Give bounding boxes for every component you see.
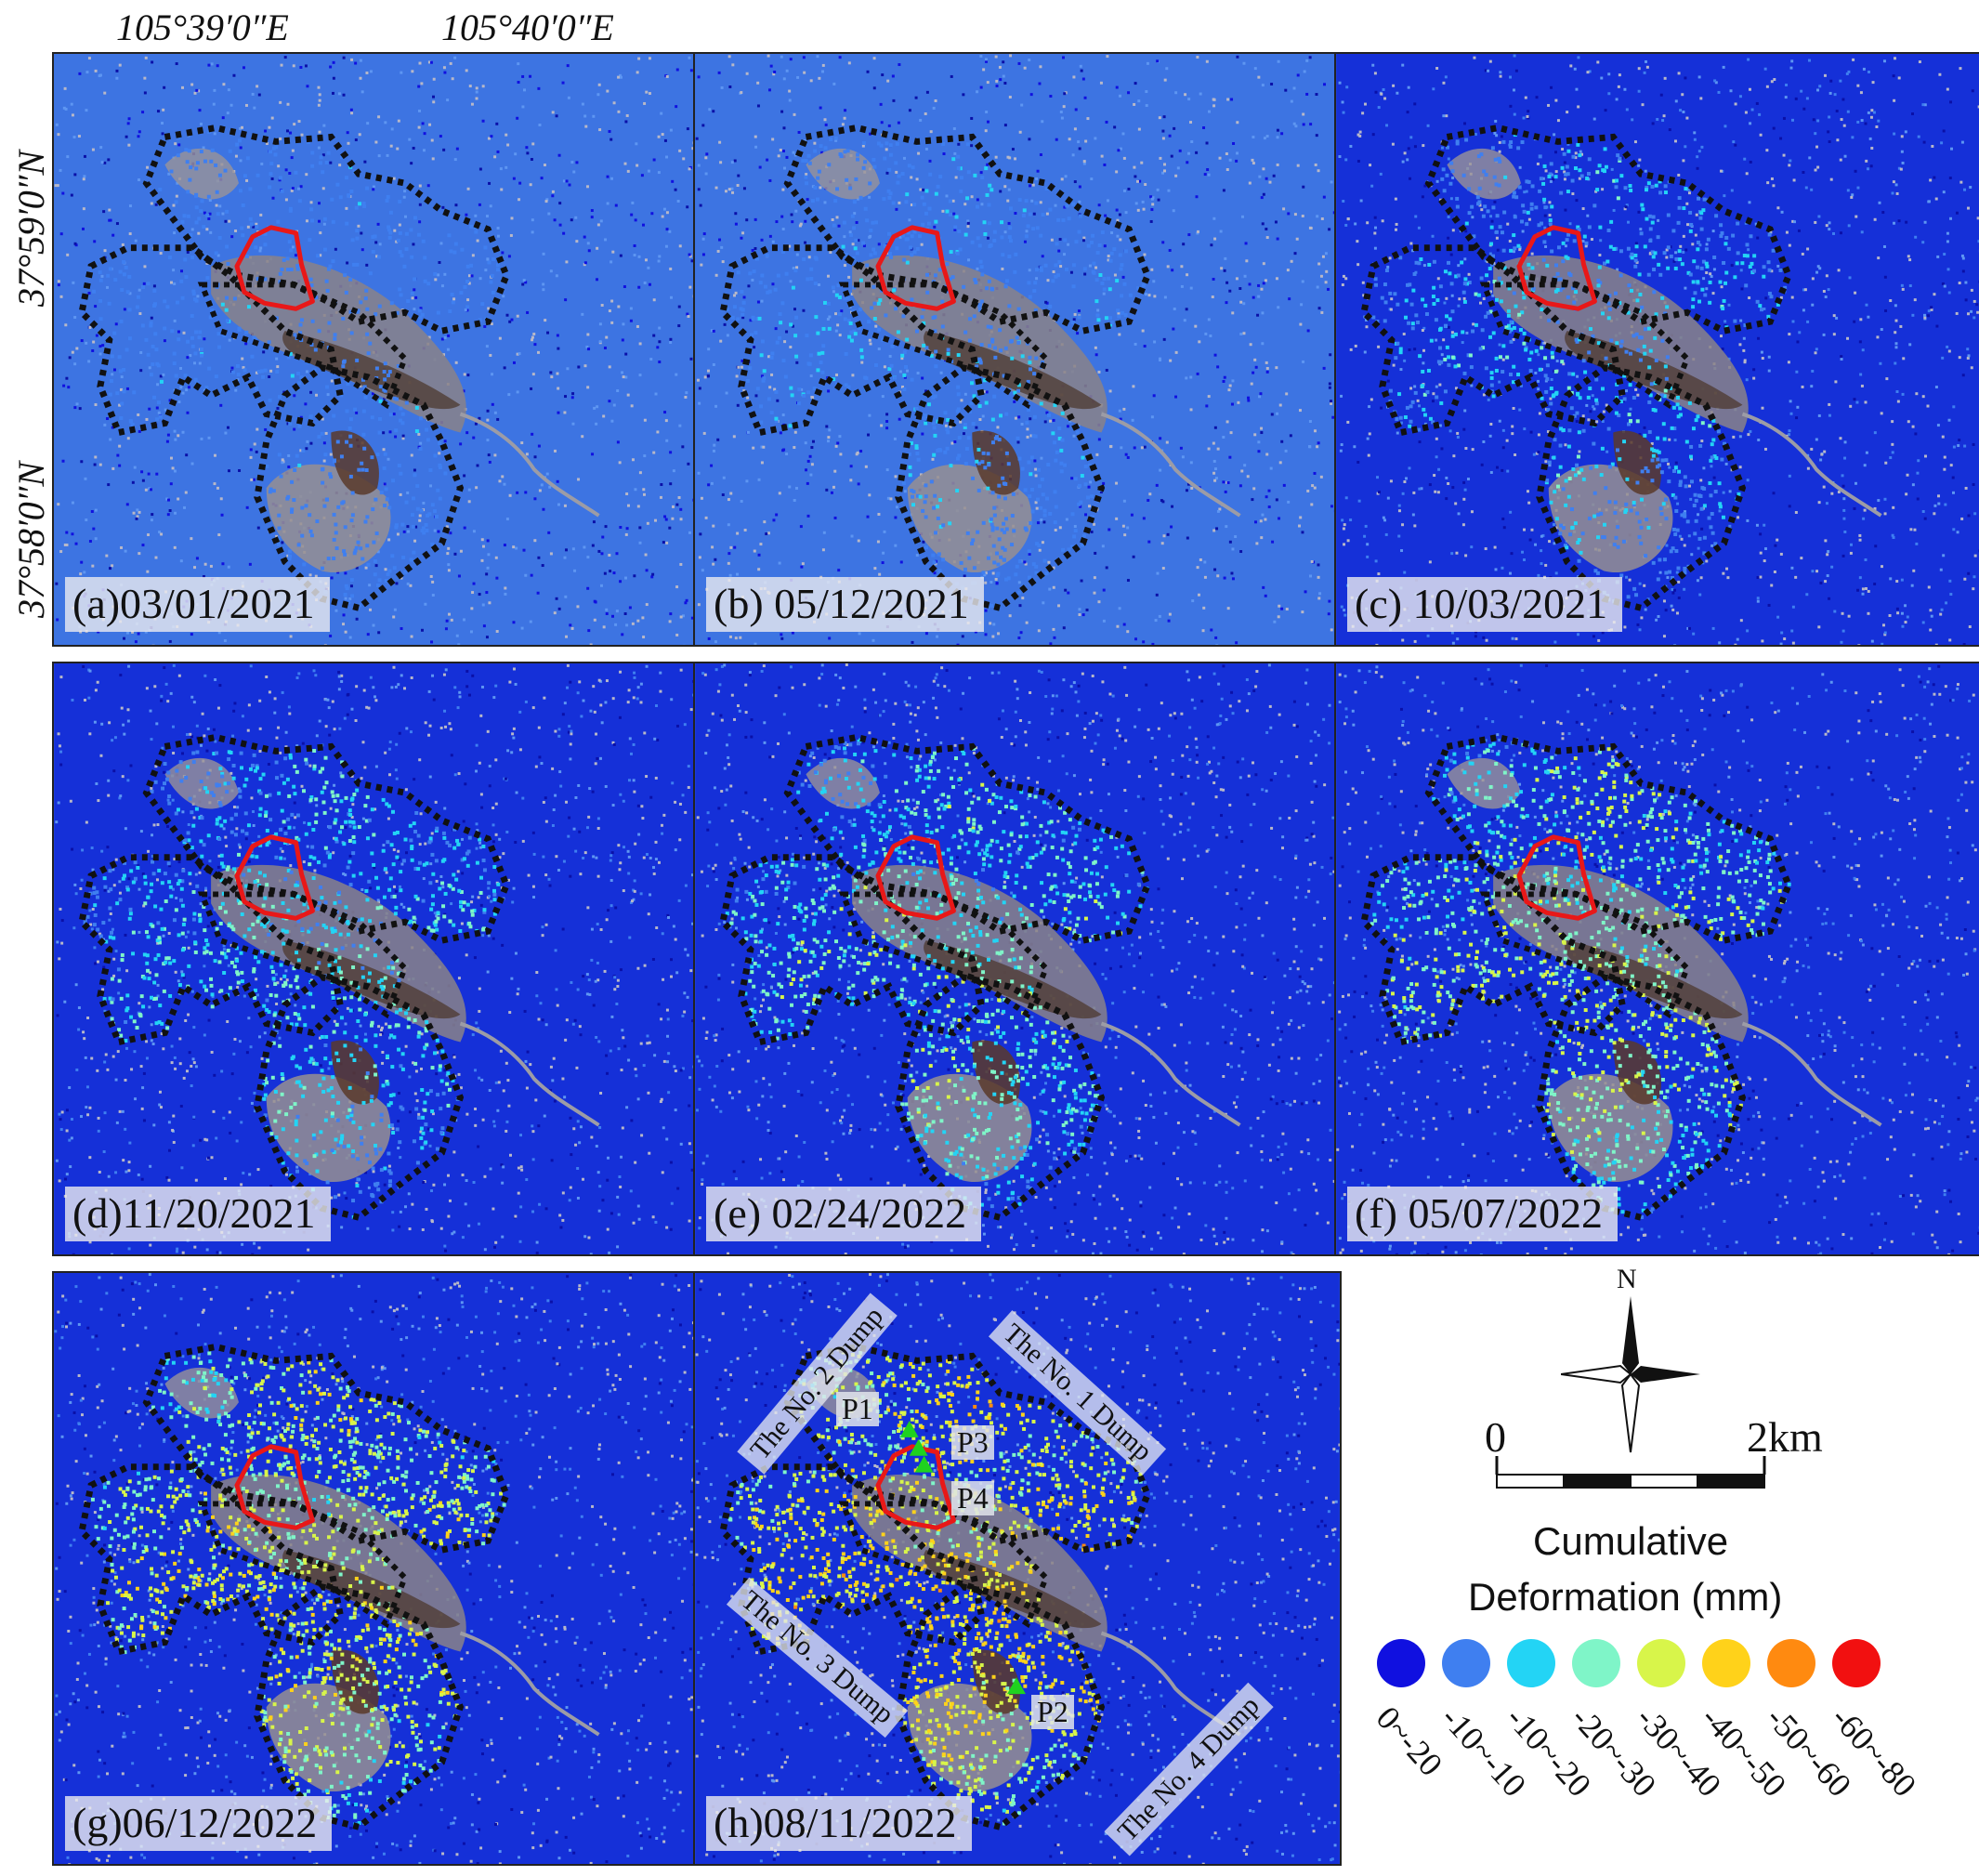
mine-boundary [875, 834, 956, 921]
deformation-pixels [54, 56, 699, 645]
point-label-p4: P4 [951, 1481, 994, 1515]
map-panel-e: (e) 02/24/2022 [693, 662, 1342, 1256]
map-panel-b: (b) 05/12/2021 [693, 52, 1342, 647]
panel-date-label: (g)06/12/2022 [65, 1796, 333, 1851]
mine-boundary [234, 834, 315, 921]
point-marker-icon [909, 1438, 928, 1456]
legend-swatch [1702, 1639, 1750, 1687]
north-label: N [1617, 1264, 1637, 1294]
legend-swatch [1637, 1639, 1685, 1687]
dump-boundary [895, 974, 1106, 1222]
north-arrow-icon [1561, 1296, 1700, 1453]
dump-boundary [78, 244, 345, 437]
legend-swatch [1377, 1639, 1425, 1687]
scale-start-label: 0 [1485, 1413, 1506, 1461]
dump-boundary [78, 854, 345, 1046]
point-label-p2: P2 [1031, 1695, 1074, 1729]
river-line [1741, 412, 1882, 518]
point-marker-icon [899, 1421, 919, 1437]
panel-date-label: (f) 05/07/2022 [1347, 1187, 1619, 1241]
mine-boundary [875, 225, 956, 311]
legend-title-line2: Deformation (mm) [1468, 1575, 1783, 1619]
dump-boundary [1536, 974, 1747, 1222]
legend-swatch [1442, 1639, 1490, 1687]
deformation-map [695, 1273, 1340, 1864]
point-label-p3: P3 [951, 1425, 994, 1460]
dump-boundary [719, 854, 986, 1046]
panel-date-label: (d)11/20/2021 [65, 1187, 331, 1241]
mine-boundary [875, 1444, 956, 1530]
point-label-p1: P1 [836, 1392, 879, 1426]
deformation-map [1336, 54, 1979, 645]
pit-boundary [838, 891, 1050, 1019]
mine-terrain [806, 148, 1107, 573]
deformation-map [1336, 663, 1979, 1254]
panel-date-label: (b) 05/12/2021 [706, 577, 984, 632]
dump-boundary [895, 364, 1106, 612]
map-panel-c: (c) 10/03/2021 [1334, 52, 1979, 647]
dump-deformation [725, 136, 1146, 608]
dump-boundary [895, 1583, 1106, 1831]
mine-terrain [1447, 148, 1749, 573]
deformation-map [54, 663, 699, 1254]
dump-boundary [254, 364, 465, 612]
river-line [1741, 1021, 1882, 1127]
latitude-label-1: 37°59′0″N [10, 150, 52, 307]
river-line [459, 1631, 600, 1737]
mine-terrain [164, 148, 466, 573]
dump-deformation [725, 738, 1149, 1210]
panel-date-label: (h)08/11/2022 [706, 1796, 972, 1851]
legend-swatch [1767, 1639, 1815, 1687]
deformation-map [695, 663, 1340, 1254]
river-line [1100, 412, 1241, 518]
panel-date-label: (c) 10/03/2021 [1347, 577, 1623, 632]
deformation-map [54, 1273, 699, 1864]
dump-boundary [78, 1463, 345, 1656]
map-panel-g: (g)06/12/2022 [52, 1271, 701, 1866]
legend-swatch [1507, 1639, 1555, 1687]
point-marker-icon [1007, 1677, 1026, 1695]
dump-boundary [1360, 244, 1627, 437]
map-panel-a: (a)03/01/2021 [52, 52, 701, 647]
legend-swatch [1572, 1639, 1620, 1687]
pit-boundary [197, 1501, 409, 1629]
map-panel-d: (d)11/20/2021 [52, 662, 701, 1256]
panel-date-label: (a)03/01/2021 [65, 577, 330, 632]
pit-boundary [838, 282, 1050, 410]
river-line [459, 1021, 600, 1127]
pit-boundary [1479, 282, 1691, 410]
deformation-map [695, 54, 1340, 645]
scale-end-label: 2km [1747, 1413, 1823, 1461]
mine-terrain [164, 1367, 466, 1792]
mine-boundary [234, 225, 315, 311]
mine-boundary [1516, 225, 1597, 311]
dump-boundary [1360, 854, 1627, 1046]
pit-boundary [197, 282, 409, 410]
map-panel-f: (f) 05/07/2022 [1334, 662, 1979, 1256]
legend-swatch [1832, 1639, 1881, 1687]
deformation-map [54, 54, 699, 645]
dump-boundary [254, 974, 465, 1222]
legend-range-label: 0~-20 [1369, 1699, 1450, 1783]
dump-boundary [719, 244, 986, 437]
pit-boundary [197, 891, 409, 1019]
river-line [1100, 1021, 1241, 1127]
dump-boundary [1536, 364, 1747, 612]
latitude-label-2: 37°58′0″N [10, 461, 52, 618]
mine-terrain [806, 1367, 1107, 1792]
mine-boundary [234, 1444, 315, 1530]
river-line [459, 412, 600, 518]
mine-boundary [1516, 834, 1597, 921]
legend-title-line1: Cumulative [1533, 1519, 1729, 1563]
dump-deformation [1371, 133, 1788, 604]
scale-bar [1495, 1456, 1766, 1489]
longitude-label-1: 105°39′0″E [116, 7, 289, 48]
point-marker-icon [914, 1455, 934, 1473]
pit-boundary [1479, 891, 1691, 1019]
map-panel-h: (h)08/11/2022 The No. 2 Dump The No. 1 D… [693, 1271, 1342, 1866]
longitude-label-2: 105°40′0″E [441, 7, 614, 48]
panel-date-label: (e) 02/24/2022 [706, 1187, 982, 1241]
dump-boundary [254, 1583, 465, 1831]
